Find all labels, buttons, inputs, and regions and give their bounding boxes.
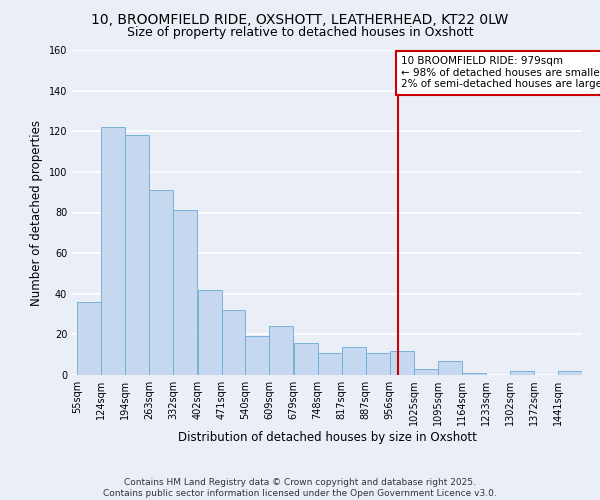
Bar (510, 371, 534, 375)
Bar (366, 352, 390, 375)
Bar (125, 136, 149, 375)
X-axis label: Distribution of detached houses by size in Oxshott: Distribution of detached houses by size … (178, 431, 476, 444)
Bar (221, 310, 245, 375)
Bar (149, 190, 173, 375)
Bar (414, 369, 437, 375)
Bar (173, 210, 197, 375)
Text: 10 BROOMFIELD RIDE: 979sqm
← 98% of detached houses are smaller (619)
2% of semi: 10 BROOMFIELD RIDE: 979sqm ← 98% of deta… (401, 56, 600, 90)
Bar (462, 373, 486, 375)
Text: Size of property relative to detached houses in Oxshott: Size of property relative to detached ho… (127, 26, 473, 39)
Bar (558, 371, 582, 375)
Bar (245, 336, 269, 375)
Text: 10, BROOMFIELD RIDE, OXSHOTT, LEATHERHEAD, KT22 0LW: 10, BROOMFIELD RIDE, OXSHOTT, LEATHERHEA… (91, 12, 509, 26)
Bar (293, 342, 317, 375)
Y-axis label: Number of detached properties: Number of detached properties (30, 120, 43, 306)
Bar (101, 127, 125, 375)
Bar (390, 350, 414, 375)
Bar (77, 302, 101, 375)
Bar (269, 326, 293, 375)
Bar (317, 352, 341, 375)
Bar (341, 346, 365, 375)
Bar (197, 290, 221, 375)
Text: Contains HM Land Registry data © Crown copyright and database right 2025.
Contai: Contains HM Land Registry data © Crown c… (103, 478, 497, 498)
Bar (438, 361, 462, 375)
